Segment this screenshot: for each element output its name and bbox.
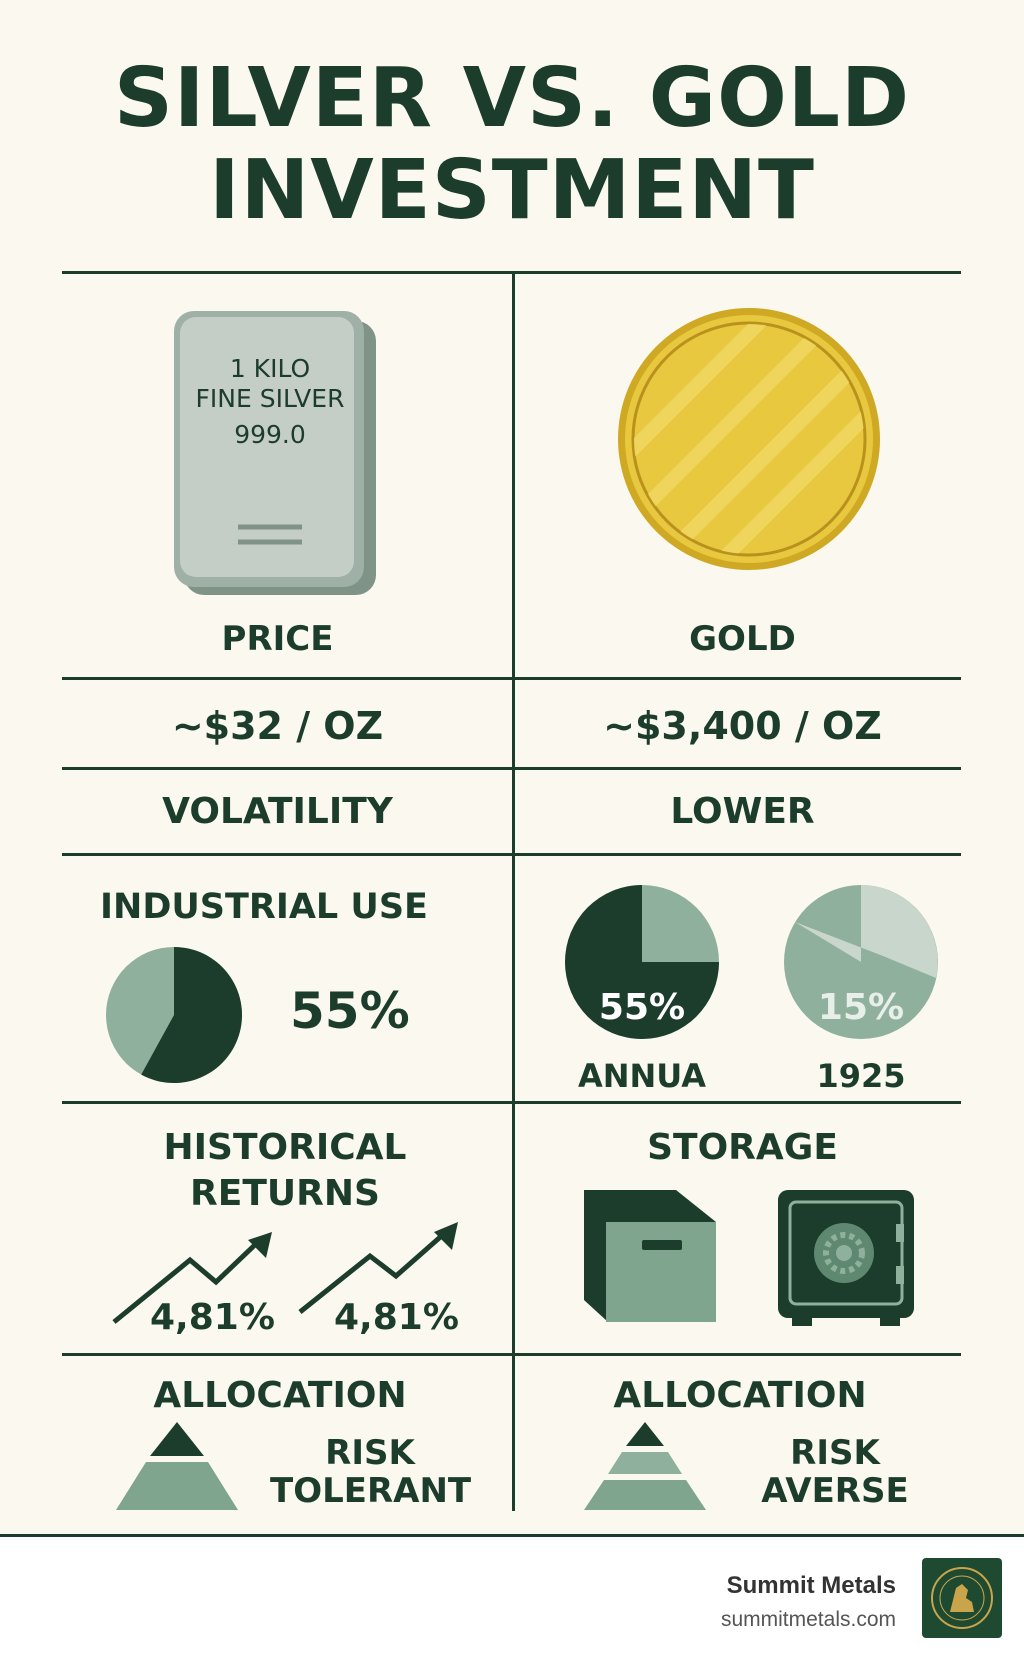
footer-url[interactable]: summitmetals.com <box>720 1608 896 1631</box>
silver-bar-line3: 999.0 <box>234 420 306 449</box>
industrial-use-label: INDUSTRIAL USE <box>100 887 428 927</box>
industrial-pie-chart <box>106 947 242 1083</box>
volatility-label: VOLATILITY <box>162 791 393 832</box>
heading-left: PRICE <box>221 619 334 659</box>
page-title-line1: SILVER VS. GOLD <box>113 51 911 146</box>
divider-5 <box>62 1353 961 1356</box>
divider-4 <box>62 1101 961 1104</box>
safe-icon <box>778 1190 914 1326</box>
historical-label-line1: HISTORICAL <box>163 1127 407 1168</box>
storage-box-icon <box>584 1190 716 1322</box>
annual-pie-chart <box>565 885 719 1039</box>
silver-bar-line1: 1 KILO <box>229 354 311 383</box>
footer-brand: Summit Metals <box>726 1572 896 1599</box>
allocation-left-line2: TOLERANT <box>270 1471 472 1511</box>
silver-bar-line2: FINE SILVER <box>195 384 345 413</box>
pyramid-icon <box>116 1422 238 1510</box>
footer-divider <box>0 1534 1024 1537</box>
allocation-left-label: ALLOCATION <box>153 1375 407 1416</box>
footer <box>0 1534 1024 1666</box>
annual-pie-value: 55% <box>598 987 686 1028</box>
heading-right: GOLD <box>689 619 796 659</box>
allocation-right-line2: AVERSE <box>761 1471 909 1511</box>
silver-price: ~$32 / OZ <box>171 704 384 748</box>
allocation-right-line1: RISK <box>790 1433 880 1473</box>
divider-1 <box>62 677 961 680</box>
gold-coin-icon <box>618 308 880 570</box>
year-pie-chart <box>784 885 938 1039</box>
trend-arrow-icon <box>298 1222 458 1314</box>
historical-label-line2: RETURNS <box>190 1173 380 1214</box>
divider-top <box>62 271 961 274</box>
industrial-use-value: 55% <box>290 982 410 1040</box>
allocation-left-line1: RISK <box>325 1433 415 1473</box>
pyramid-icon <box>584 1422 706 1510</box>
year-pie-caption: 1925 <box>816 1057 906 1095</box>
divider-3 <box>62 853 961 856</box>
trend-arrow-icon <box>112 1232 272 1324</box>
annual-pie-caption: ANNUA <box>577 1057 707 1095</box>
historical-value-a: 4,81% <box>150 1297 275 1338</box>
gold-price: ~$3,400 / OZ <box>603 704 882 748</box>
storage-label: STORAGE <box>647 1127 838 1168</box>
page-title-line2: INVESTMENT <box>209 143 815 238</box>
silver-bar-icon <box>174 311 376 595</box>
divider-2 <box>62 767 961 770</box>
divider-vertical <box>512 271 515 1511</box>
historical-value-b: 4,81% <box>334 1297 459 1338</box>
year-pie-value: 15% <box>817 987 905 1028</box>
volatility-value: LOWER <box>670 791 815 832</box>
summit-metals-logo <box>922 1558 1002 1638</box>
allocation-right-label: ALLOCATION <box>613 1375 867 1416</box>
